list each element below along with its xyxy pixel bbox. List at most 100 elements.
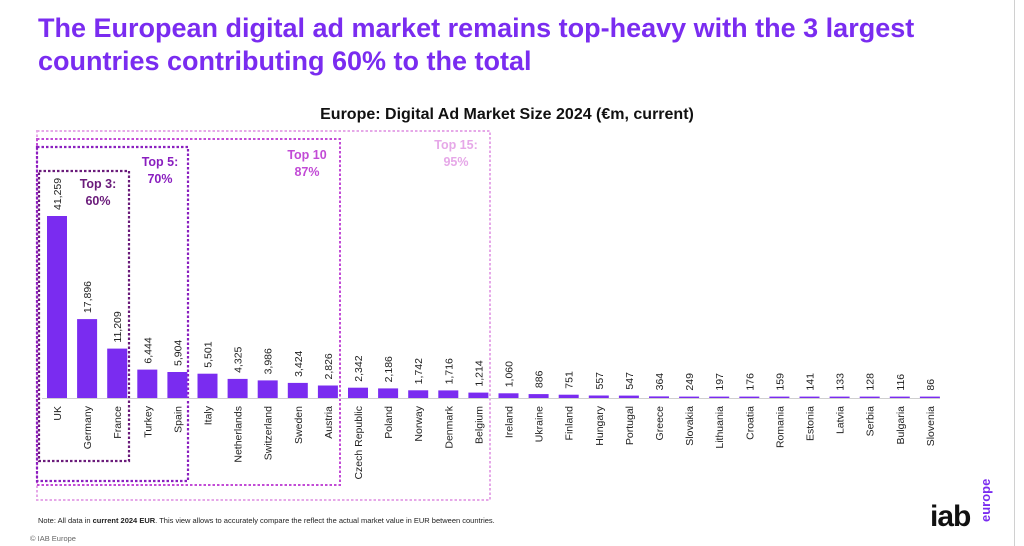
category-label: Czech Republic <box>353 406 365 480</box>
value-label: 364 <box>654 373 666 391</box>
category-label: Belgium <box>473 406 485 444</box>
category-label: Romania <box>774 406 786 448</box>
footnote-prefix: Note: All data in <box>38 516 93 525</box>
category-label: Bulgaria <box>895 406 907 445</box>
group-pct-top3: 60% <box>85 194 110 208</box>
bar-slovenia <box>919 396 940 398</box>
category-label: Poland <box>383 406 395 439</box>
value-label: 5,904 <box>172 340 184 366</box>
category-label: Slovakia <box>684 406 696 446</box>
bar-slovakia <box>679 396 700 398</box>
group-label-top15: Top 15: <box>434 138 478 152</box>
category-label: Greece <box>654 406 666 441</box>
value-label: 3,986 <box>263 348 275 374</box>
group-pct-top15: 95% <box>443 155 468 169</box>
bar-lithuania <box>709 396 730 398</box>
value-label: 547 <box>624 372 636 390</box>
value-label: 133 <box>835 373 847 391</box>
group-pct-top5: 70% <box>147 172 172 186</box>
value-label: 11,209 <box>112 311 124 342</box>
value-label: 886 <box>534 370 546 388</box>
category-label: Ukraine <box>534 406 546 442</box>
category-label: France <box>112 406 124 439</box>
category-label: Switzerland <box>263 406 275 460</box>
value-label: 41,259 <box>52 178 64 210</box>
group-pct-top10: 87% <box>294 165 319 179</box>
category-label: Croatia <box>744 406 756 440</box>
category-label: Portugal <box>624 406 636 445</box>
value-label: 86 <box>925 379 937 391</box>
category-label: Netherlands <box>233 406 245 463</box>
group-box-top10 <box>36 138 341 486</box>
group-label-top10: Top 10 <box>287 148 326 162</box>
category-label: Finland <box>564 406 576 441</box>
value-label: 2,186 <box>383 356 395 382</box>
bar-austria <box>317 385 338 398</box>
value-label: 5,501 <box>203 341 215 367</box>
iab-europe-logo: europe iab <box>930 472 1000 538</box>
category-label: UK <box>52 406 64 421</box>
bar-bulgaria <box>889 396 910 398</box>
value-label: 751 <box>564 371 576 389</box>
bar-turkey <box>137 369 158 398</box>
category-label: Estonia <box>805 406 817 441</box>
value-label: 116 <box>895 374 907 391</box>
value-label: 557 <box>594 372 606 390</box>
category-label: Denmark <box>443 405 455 448</box>
footnote: Note: All data in current 2024 EUR. This… <box>38 516 495 525</box>
value-label: 176 <box>744 373 756 391</box>
value-label: 3,424 <box>293 350 305 376</box>
category-label: Norway <box>413 405 425 441</box>
category-label: Serbia <box>865 406 877 437</box>
value-label: 197 <box>714 373 726 391</box>
category-label: Sweden <box>293 406 305 444</box>
value-label: 6,444 <box>142 337 154 363</box>
category-label: Germany <box>82 405 94 449</box>
copyright: © IAB Europe <box>30 534 76 543</box>
category-label: Ireland <box>504 406 516 438</box>
value-label: 1,060 <box>504 361 516 387</box>
value-label: 2,826 <box>323 353 335 379</box>
headline: The European digital ad market remains t… <box>38 13 915 76</box>
chart-title: Europe: Digital Ad Market Size 2024 (€m,… <box>320 106 694 123</box>
bar-hungary <box>588 395 609 398</box>
bar-sweden <box>287 382 308 398</box>
bar-croatia <box>739 396 760 398</box>
value-label: 1,742 <box>413 358 425 384</box>
group-label-top5: Top 5: <box>142 155 179 169</box>
category-label: Hungary <box>594 405 606 445</box>
category-label: Turkey <box>142 405 154 437</box>
bar-norway <box>408 390 429 398</box>
bar-netherlands <box>227 378 248 398</box>
group-box-top5 <box>35 145 190 483</box>
bar-switzerland <box>257 380 278 398</box>
bar-romania <box>769 396 790 398</box>
bar-poland <box>378 388 399 398</box>
bar-italy <box>197 373 218 398</box>
footnote-bold: current 2024 EUR <box>92 516 156 525</box>
group-label-top3: Top 3: <box>80 177 117 191</box>
value-label: 141 <box>805 373 817 391</box>
category-label: Austria <box>323 406 335 439</box>
bar-finland <box>558 394 579 398</box>
bar-uk <box>47 216 67 398</box>
bar-portugal <box>618 395 639 398</box>
value-label: 4,325 <box>233 346 245 372</box>
value-label: 249 <box>684 373 696 391</box>
bar-germany <box>77 319 98 398</box>
value-label: 128 <box>865 373 877 391</box>
bar-ukraine <box>528 394 549 398</box>
value-label: 17,896 <box>82 281 94 313</box>
value-label: 159 <box>774 373 786 391</box>
value-label: 1,716 <box>443 358 455 384</box>
value-label: 2,342 <box>353 355 365 381</box>
bar-denmark <box>438 390 459 398</box>
bar-spain <box>167 372 188 398</box>
bar-france <box>107 348 128 398</box>
category-label: Latvia <box>835 406 847 434</box>
category-label: Lithuania <box>714 406 726 449</box>
group-box-top3 <box>37 169 131 463</box>
logo-europe-text: europe <box>978 478 993 522</box>
bar-ireland <box>498 393 519 398</box>
